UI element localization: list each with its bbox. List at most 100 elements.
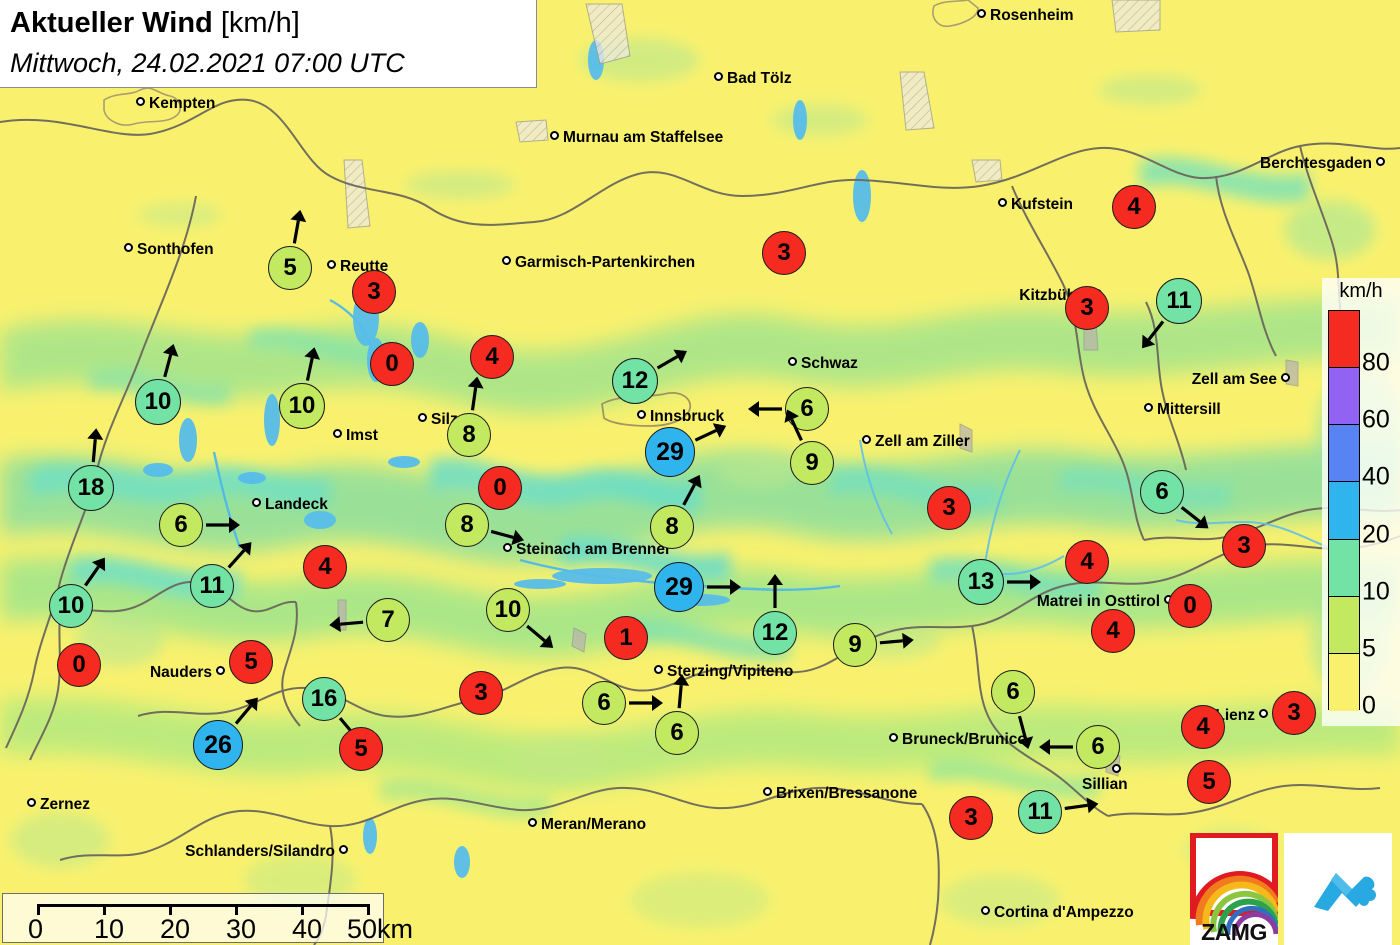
city-label: Innsbruck [650,408,725,425]
scale-tick [37,904,40,915]
legend-band-0 [1329,653,1359,711]
map-title-unit: [km/h] [220,7,300,39]
wind-value-circle: 3 [927,486,971,530]
city-label: Sterzing/Vipiteno [667,663,794,680]
wind-value-circle: 8 [445,503,489,547]
wind-value-circle: 6 [655,711,699,755]
wind-direction-arrow-icon [629,695,663,711]
wind-value-circle: 1 [604,616,648,660]
wind-direction-arrow-icon [1142,320,1165,349]
legend-band-40 [1329,425,1359,483]
scale-tick [301,904,304,915]
city-dot-icon [327,260,336,269]
city-dot-icon [502,256,511,265]
wind-value-circle: 11 [1156,278,1202,324]
wind-value-circle: 5 [229,640,273,684]
wind-value-circle: 4 [1065,540,1109,584]
wind-value-circle: 3 [352,270,396,314]
legend-tick-60: 60 [1362,406,1390,435]
wind-value-circle: 6 [1140,470,1184,514]
logo-group: ZAMG [1189,832,1392,945]
wind-value-circle: 8 [447,413,491,457]
legend-tick-10: 10 [1362,577,1390,606]
wind-direction-arrow-icon [767,574,783,608]
wind-value-circle: 10 [486,588,530,632]
city-dot-icon [1259,709,1268,718]
wind-direction-arrow-icon [162,344,179,378]
city-label: Nauders [149,664,212,681]
city-label: Schwaz [801,355,858,372]
wind-direction-arrow-icon [1017,715,1034,749]
city-dot-icon [27,798,36,807]
wind-direction-arrow-icon [1064,797,1099,814]
legend-tick-0: 0 [1362,691,1376,720]
scale-tick [235,904,238,915]
city-dot-icon [654,665,663,674]
city-dot-icon [1376,157,1385,166]
zamg-wordmark: ZAMG [1201,919,1267,945]
wind-value-circle: 0 [370,342,414,386]
city-dot-icon [981,906,990,915]
city-dot-icon [124,243,133,252]
city-label: Berchtesgaden [1260,155,1372,172]
wind-value-circle: 9 [790,441,834,485]
legend-band-80 [1329,311,1359,369]
legend-colorbar [1328,310,1360,711]
wind-direction-arrow-icon [879,632,914,649]
wind-direction-arrow-icon [234,697,258,725]
city-dot-icon [339,845,348,854]
scale-label: 20 [160,914,191,944]
wind-direction-arrow-icon [84,557,106,587]
wind-value-circle: 3 [762,231,806,275]
legend-band-60 [1329,368,1359,426]
legend-panel: km/h 80 60 40 20 10 5 0 [1322,278,1400,726]
wind-direction-arrow-icon [87,428,104,463]
wind-direction-arrow-icon [1180,506,1209,529]
wind-value-circle: 3 [1222,524,1266,568]
wind-direction-arrow-icon [1039,739,1073,755]
wind-direction-arrow-icon [338,717,362,745]
city-label: Kufstein [1011,196,1073,213]
city-label: Bruneck/Brunico [902,731,1027,748]
wind-value-circle: 18 [68,465,114,511]
legend-tick-5: 5 [1362,634,1376,663]
wind-value-circle: 9 [833,623,877,667]
city-dot-icon [977,9,986,18]
city-dot-icon [550,131,559,140]
city-dot-icon [418,413,427,422]
wind-value-circle: 12 [612,358,658,404]
city-dot-icon [788,357,797,366]
wind-value-circle: 6 [582,681,626,725]
legend-band-10 [1329,539,1359,597]
wind-direction-arrow-icon [656,349,687,370]
scale-bar: 0 10 20 30 40 50km [2,893,413,944]
city-dot-icon [1112,764,1121,773]
scale-tick [103,904,106,915]
scale-label: 40 [292,914,323,944]
wind-value-circle: 0 [1168,584,1212,628]
wind-value-circle: 12 [753,611,797,655]
map-timestamp: Mittwoch, 24.02.2021 07:00 UTC [10,48,405,78]
wind-value-circle: 10 [49,584,93,628]
city-dot-icon [763,787,772,796]
city-label: Kempten [149,95,216,112]
city-dot-icon [889,733,898,742]
wind-direction-arrow-icon [748,401,782,417]
wind-direction-arrow-icon [526,624,554,648]
wind-direction-arrow-icon [329,616,364,633]
city-label: Meran/Merano [541,816,647,833]
scale-axis [37,904,367,907]
wind-value-circle: 6 [159,503,203,547]
wind-value-circle: 5 [268,246,312,290]
wind-value-circle: 3 [949,796,993,840]
wind-value-circle: 5 [1187,760,1231,804]
map-title: Aktueller Wind [km/h] [10,3,536,43]
city-label: Murnau am Staffelsee [563,129,724,146]
scale-label: 30 [226,914,257,944]
city-dot-icon [333,429,342,438]
city-label: Brixen/Bressanone [776,785,918,802]
scale-label: 0 [28,914,44,944]
wind-direction-arrow-icon [227,542,252,569]
wind-value-circle: 7 [366,598,410,642]
city-dot-icon [1144,403,1153,412]
